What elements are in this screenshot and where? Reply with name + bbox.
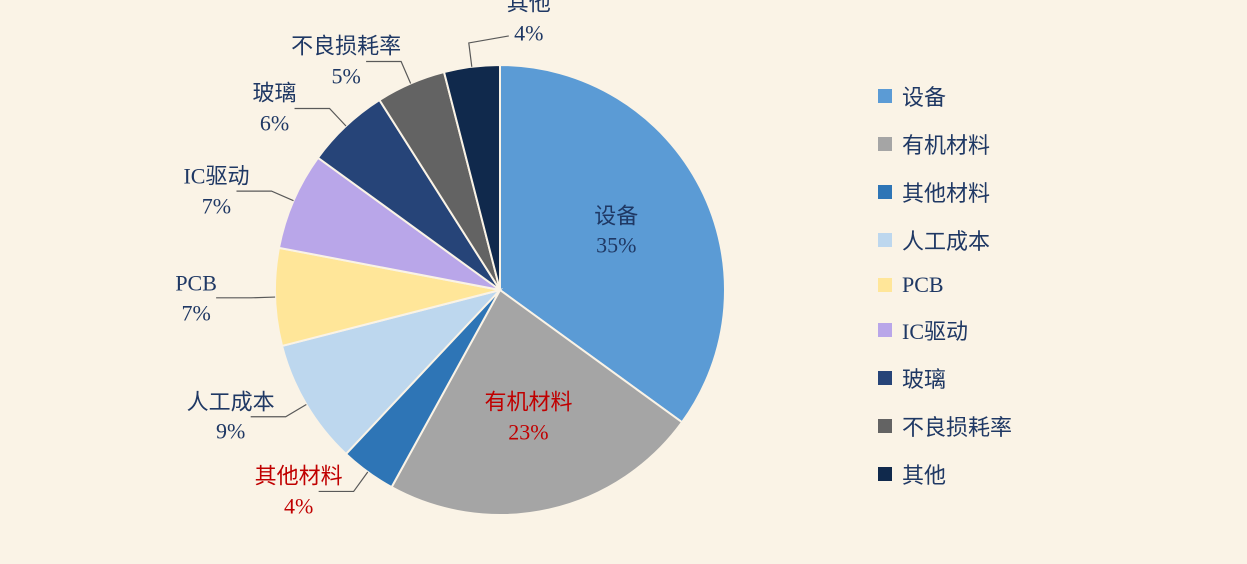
legend-item: 其他 <box>878 458 1012 490</box>
legend-swatch <box>878 323 892 337</box>
legend-swatch <box>878 419 892 433</box>
legend-label: PCB <box>902 272 944 298</box>
legend-item: 有机材料 <box>878 128 1012 160</box>
legend-label: 其他 <box>902 458 946 490</box>
legend-label: 有机材料 <box>902 128 990 160</box>
legend-item: 设备 <box>878 80 1012 112</box>
slice-label: 设备35% <box>594 201 638 260</box>
slice-label: 有机材料23% <box>484 388 572 447</box>
legend-swatch <box>878 278 892 292</box>
legend-item: 不良损耗率 <box>878 410 1012 442</box>
legend-swatch <box>878 185 892 199</box>
legend-label: IC驱动 <box>902 314 968 346</box>
legend-label: 人工成本 <box>902 224 990 256</box>
slice-label: IC驱动7% <box>183 161 249 220</box>
legend-swatch <box>878 467 892 481</box>
slice-label: 其他材料4% <box>255 462 343 521</box>
legend-label: 不良损耗率 <box>902 410 1012 442</box>
chart-legend: 设备有机材料其他材料人工成本 PCB IC驱动玻璃不良损耗率其他 <box>878 80 1012 506</box>
legend-item: 其他材料 <box>878 176 1012 208</box>
legend-item: IC驱动 <box>878 314 1012 346</box>
slice-label: 玻璃6% <box>253 79 297 138</box>
slice-label: PCB7% <box>175 268 217 327</box>
legend-item: 玻璃 <box>878 362 1012 394</box>
legend-swatch <box>878 137 892 151</box>
legend-item: PCB <box>878 272 1012 298</box>
legend-item: 人工成本 <box>878 224 1012 256</box>
slice-label: 其他4% <box>507 0 551 48</box>
slice-label: 人工成本9% <box>187 387 275 446</box>
legend-swatch <box>878 371 892 385</box>
leader-line <box>216 297 275 298</box>
legend-swatch <box>878 233 892 247</box>
legend-label: 其他材料 <box>902 176 990 208</box>
leader-line <box>295 108 346 125</box>
pie-chart-canvas: 设备有机材料其他材料人工成本 PCB IC驱动玻璃不良损耗率其他 设备35% 有机材料… <box>0 0 1247 564</box>
legend-swatch <box>878 89 892 103</box>
legend-label: 玻璃 <box>902 362 946 394</box>
slice-label: 不良损耗率5% <box>291 32 401 91</box>
leader-line <box>469 36 509 67</box>
legend-label: 设备 <box>902 80 946 112</box>
